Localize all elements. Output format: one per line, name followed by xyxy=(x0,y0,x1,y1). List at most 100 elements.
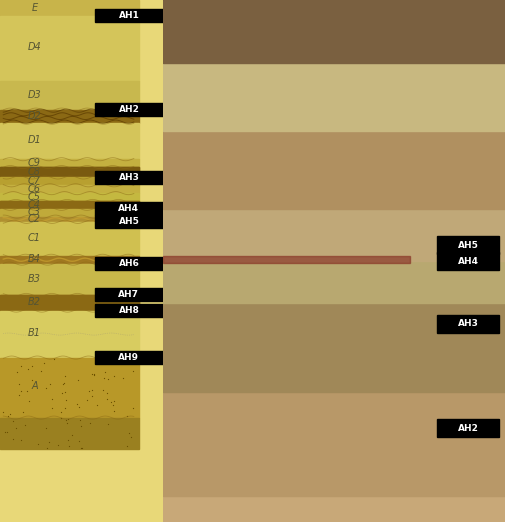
Point xyxy=(90,370,98,378)
Bar xyxy=(0,209,138,217)
Point xyxy=(64,415,72,423)
Point xyxy=(129,366,137,375)
Point xyxy=(9,417,17,425)
Text: D3: D3 xyxy=(27,90,41,100)
Point xyxy=(21,421,29,429)
Point xyxy=(74,376,82,384)
Point xyxy=(109,400,117,409)
Bar xyxy=(437,314,498,333)
Bar xyxy=(94,215,163,229)
Point xyxy=(4,412,12,420)
Point xyxy=(48,395,56,404)
Text: D2: D2 xyxy=(27,111,41,121)
Point xyxy=(45,380,54,388)
Point xyxy=(128,404,136,412)
Text: B4: B4 xyxy=(28,254,41,265)
Bar xyxy=(0,193,138,201)
Bar xyxy=(163,130,505,209)
Text: D4: D4 xyxy=(27,42,41,52)
Bar xyxy=(163,209,505,261)
Point xyxy=(1,428,9,436)
Point xyxy=(57,408,65,417)
Text: AH5: AH5 xyxy=(118,217,139,227)
Text: AH1: AH1 xyxy=(118,11,139,20)
Bar xyxy=(437,419,498,437)
Point xyxy=(15,390,23,399)
Text: AH2: AH2 xyxy=(457,423,478,433)
Point xyxy=(59,380,67,388)
Point xyxy=(103,395,111,404)
Point xyxy=(124,429,132,437)
Point xyxy=(40,359,48,367)
Point xyxy=(123,442,131,450)
Point xyxy=(61,372,69,380)
Bar xyxy=(0,167,138,177)
Point xyxy=(98,386,107,394)
Text: AH3: AH3 xyxy=(457,319,478,328)
Point xyxy=(64,441,72,449)
Bar xyxy=(0,123,138,159)
Point xyxy=(28,376,36,384)
Bar xyxy=(163,63,505,130)
Bar xyxy=(0,110,138,123)
Bar xyxy=(94,202,163,215)
Bar xyxy=(0,167,138,177)
Bar xyxy=(0,295,138,311)
Text: C3: C3 xyxy=(28,207,41,218)
Bar xyxy=(0,311,138,358)
Text: B2: B2 xyxy=(28,297,41,307)
Point xyxy=(15,380,23,388)
Bar xyxy=(163,261,505,303)
Text: B1: B1 xyxy=(28,328,41,338)
Text: AH7: AH7 xyxy=(118,290,139,300)
Text: C8: C8 xyxy=(28,167,41,177)
Point xyxy=(61,387,69,396)
Point xyxy=(123,411,131,420)
Point xyxy=(75,403,83,411)
Point xyxy=(100,367,109,376)
Point xyxy=(77,444,85,453)
Point xyxy=(17,362,25,370)
Bar xyxy=(94,257,163,270)
Point xyxy=(110,397,118,405)
Point xyxy=(50,355,58,364)
Bar xyxy=(0,295,138,311)
Point xyxy=(62,395,70,404)
Point xyxy=(36,366,44,375)
Bar xyxy=(0,201,138,209)
Bar xyxy=(163,392,505,496)
Bar xyxy=(94,171,163,184)
Text: D1: D1 xyxy=(27,135,41,145)
Point xyxy=(63,419,71,427)
Bar xyxy=(94,351,163,364)
Bar xyxy=(0,256,138,264)
Point xyxy=(85,419,93,427)
Text: C5: C5 xyxy=(28,192,41,203)
Point xyxy=(87,386,95,395)
Bar xyxy=(0,201,138,209)
Point xyxy=(44,437,53,446)
Bar xyxy=(94,304,163,317)
Point xyxy=(3,428,11,436)
Point xyxy=(24,364,32,373)
Point xyxy=(107,397,115,406)
Text: C9: C9 xyxy=(28,158,41,168)
Point xyxy=(76,416,84,424)
Bar xyxy=(163,256,409,263)
Text: AH6: AH6 xyxy=(118,259,139,268)
Point xyxy=(42,424,50,432)
Bar xyxy=(163,0,505,63)
Point xyxy=(47,404,56,412)
Bar xyxy=(0,418,138,449)
Bar xyxy=(0,185,138,193)
Point xyxy=(12,424,20,432)
Point xyxy=(92,355,100,364)
Text: E: E xyxy=(31,3,37,13)
Bar xyxy=(163,496,505,522)
Point xyxy=(77,444,85,452)
Text: C6: C6 xyxy=(28,184,41,194)
Point xyxy=(9,435,17,443)
Point xyxy=(110,406,118,414)
Point xyxy=(60,378,68,387)
Text: AH8: AH8 xyxy=(118,306,139,315)
